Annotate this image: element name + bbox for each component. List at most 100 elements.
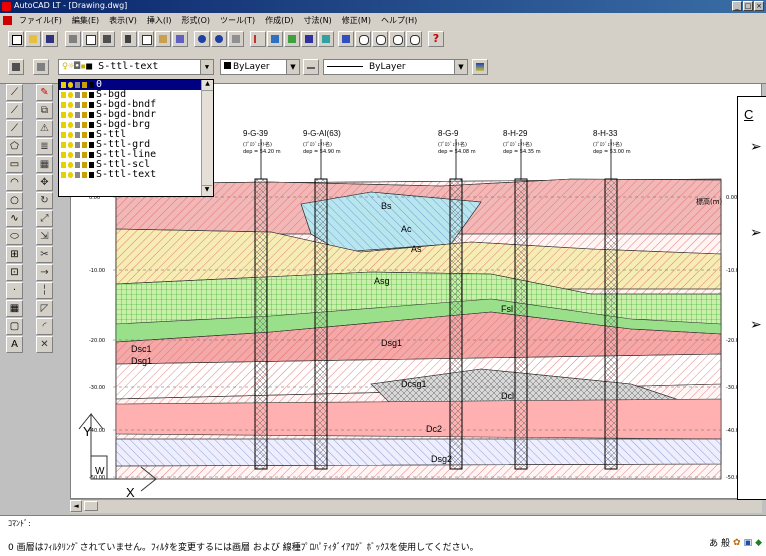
make-block-icon[interactable]: ⊡ <box>6 264 23 281</box>
array-icon[interactable]: ▦ <box>36 156 53 173</box>
snap-icon[interactable] <box>228 31 244 47</box>
lock-icon[interactable] <box>82 122 87 128</box>
viewport-freeze-icon[interactable] <box>75 122 80 128</box>
scroll-up-icon[interactable]: ▲ <box>202 80 213 91</box>
minimize-button[interactable]: _ <box>732 1 742 11</box>
copy-icon[interactable]: ⧉ <box>36 102 53 119</box>
arc-icon[interactable]: ◠ <box>6 174 23 191</box>
viewport-freeze-icon[interactable] <box>75 152 80 158</box>
ime-mode-text[interactable]: あ 般 <box>709 539 731 549</box>
lock-icon[interactable] <box>82 82 87 88</box>
stretch-icon[interactable]: ⇲ <box>36 228 53 245</box>
chevron-down-icon[interactable]: ▼ <box>200 60 213 74</box>
on-off-icon[interactable] <box>61 82 66 88</box>
menu-help[interactable]: ヘルプ(H) <box>380 15 418 25</box>
layer-item[interactable]: S-bgd <box>59 90 213 100</box>
menu-modify[interactable]: 修正(M) <box>341 15 371 25</box>
autocad-app-icon[interactable] <box>2 2 11 11</box>
layer-item[interactable]: S-bgd-brg <box>59 120 213 130</box>
polyline-icon[interactable]: ⟋ <box>6 120 23 137</box>
on-off-icon[interactable] <box>61 142 66 148</box>
scroll-left-button[interactable]: ◄ <box>70 500 82 512</box>
polygon-icon[interactable]: ⬠ <box>6 138 23 155</box>
region-icon[interactable]: ▢ <box>6 318 23 335</box>
chevron-down-icon[interactable]: ▼ <box>454 60 467 74</box>
viewport-freeze-icon[interactable] <box>75 112 80 118</box>
freeze-icon[interactable] <box>68 142 73 148</box>
menu-insert[interactable]: 挿入(I) <box>146 15 172 25</box>
zoom-window-icon[interactable] <box>372 31 388 47</box>
viewport-freeze-icon[interactable] <box>75 82 80 88</box>
layer-item[interactable]: S-bgd-bndf <box>59 100 213 110</box>
new-icon[interactable] <box>8 31 24 47</box>
offset-icon[interactable]: ≣ <box>36 138 53 155</box>
scale-icon[interactable]: ⤢ <box>36 210 53 227</box>
layer-item[interactable]: S-ttl-text <box>59 170 213 180</box>
osnap-icon[interactable] <box>267 31 283 47</box>
on-off-icon[interactable] <box>61 152 66 158</box>
tools-icon[interactable]: ◆ <box>755 537 762 548</box>
ellipse-icon[interactable]: ⬭ <box>6 228 23 245</box>
close-button[interactable]: × <box>754 1 764 11</box>
multiline-text-icon[interactable]: A <box>6 336 23 353</box>
freeze-icon[interactable] <box>68 112 73 118</box>
save-icon[interactable] <box>42 31 58 47</box>
construction-line-icon[interactable]: ⟋ <box>6 102 23 119</box>
spline-icon[interactable]: ∿ <box>6 210 23 227</box>
lock-icon[interactable] <box>82 172 87 178</box>
redraw-icon[interactable] <box>301 31 317 47</box>
scroll-thumb[interactable] <box>84 501 98 511</box>
linetype-manager-icon[interactable] <box>303 59 319 75</box>
move-icon[interactable]: ✥ <box>36 174 53 191</box>
layer-item[interactable]: S-ttl <box>59 130 213 140</box>
undo-icon[interactable] <box>194 31 210 47</box>
drawing-area[interactable]: Bs Ac As Asg Fsl Dsg1 Dsc1 Dsg1 Dcsg1 Dcl Dc2 Dsg2 … <box>70 83 762 499</box>
properties-icon[interactable] <box>472 59 488 75</box>
copy-icon[interactable] <box>138 31 154 47</box>
lock-icon[interactable] <box>82 152 87 158</box>
redo-icon[interactable] <box>211 31 227 47</box>
viewport-freeze-icon[interactable] <box>75 92 80 98</box>
freeze-icon[interactable] <box>68 162 73 168</box>
circle-icon[interactable]: ○ <box>6 192 23 209</box>
menu-file[interactable]: ファイル(F) <box>19 15 62 25</box>
line-icon[interactable]: ⟋ <box>6 84 23 101</box>
zoom-all-icon[interactable] <box>406 31 422 47</box>
print-icon[interactable] <box>65 31 81 47</box>
menu-tools[interactable]: ツール(T) <box>220 15 256 25</box>
make-current-icon[interactable] <box>33 59 49 75</box>
spell-icon[interactable] <box>99 31 115 47</box>
rectangle-icon[interactable]: ▭ <box>6 156 23 173</box>
mirror-icon[interactable]: ⚠ <box>36 120 53 137</box>
layer-item[interactable]: S-ttl-scl <box>59 160 213 170</box>
zoom-previous-icon[interactable] <box>389 31 405 47</box>
layer-item[interactable]: S-bgd-bndr <box>59 110 213 120</box>
on-off-icon[interactable] <box>61 92 66 98</box>
on-off-icon[interactable] <box>61 172 66 178</box>
fillet-icon[interactable]: ◜ <box>36 318 53 335</box>
freeze-icon[interactable] <box>68 172 73 178</box>
lock-icon[interactable] <box>82 142 87 148</box>
lock-icon[interactable] <box>82 132 87 138</box>
point-icon[interactable]: · <box>6 282 23 299</box>
viewport-freeze-icon[interactable] <box>75 142 80 148</box>
help-icon[interactable]: ? <box>428 31 444 47</box>
freeze-icon[interactable] <box>68 122 73 128</box>
lock-icon[interactable] <box>82 112 87 118</box>
on-off-icon[interactable] <box>61 102 66 108</box>
cut-icon[interactable] <box>121 31 137 47</box>
hatch-icon[interactable]: ▦ <box>6 300 23 317</box>
extend-icon[interactable]: → <box>36 264 53 281</box>
viewport-freeze-icon[interactable] <box>75 162 80 168</box>
lock-icon[interactable] <box>82 162 87 168</box>
menu-edit[interactable]: 編集(E) <box>71 15 100 25</box>
menu-dimension[interactable]: 寸法(N) <box>303 15 332 25</box>
scroll-down-icon[interactable]: ▼ <box>202 185 212 196</box>
menu-draw[interactable]: 作成(D) <box>265 15 294 25</box>
on-off-icon[interactable] <box>61 112 66 118</box>
dropdown-scrollbar[interactable]: ▲ ▼ <box>201 80 213 196</box>
on-off-icon[interactable] <box>61 162 66 168</box>
freeze-icon[interactable] <box>68 92 73 98</box>
viewport-freeze-icon[interactable] <box>75 102 80 108</box>
chamfer-icon[interactable]: ◸ <box>36 300 53 317</box>
